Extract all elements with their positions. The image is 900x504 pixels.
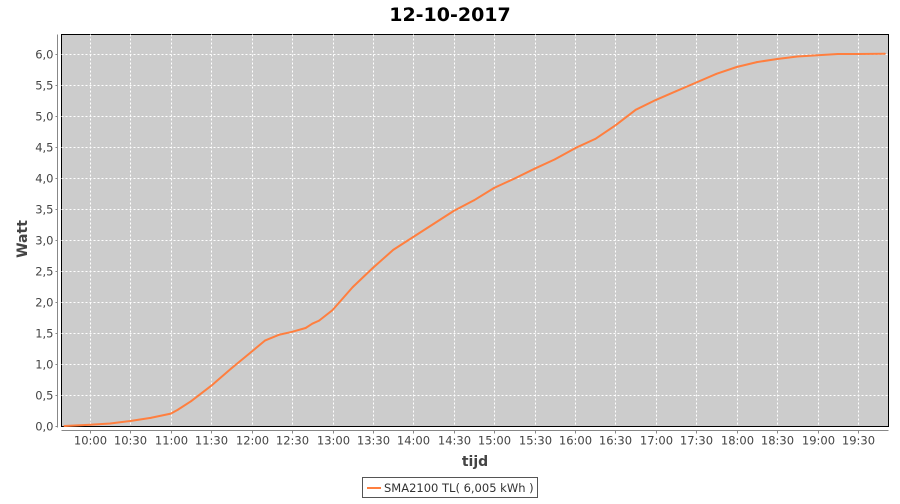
y-axis: 0,0 0,5 1,0 1,5 2,0 2,5 3,0 3,5 4,0 4,5 5,0 5,5 6,0	[35, 34, 58, 434]
data-point	[210, 384, 213, 387]
x-tick-label: 13:00	[317, 434, 350, 448]
data-point	[176, 408, 179, 411]
x-tick-label: 14:00	[397, 434, 430, 448]
legend-label: SMA2100 TL( 6,005 kWh )	[384, 481, 534, 495]
data-point	[432, 222, 435, 225]
x-tick-label: 19:30	[842, 434, 875, 448]
y-tick-label: 2,5	[35, 265, 53, 279]
data-point	[392, 249, 395, 251]
y-tick-label: 3,5	[35, 203, 53, 217]
data-point	[190, 400, 192, 403]
data-point	[250, 350, 253, 353]
data-point	[776, 58, 779, 60]
x-axis: 10:00 10:30 11:00 11:30 12:00 12:30 13:00 13:30…	[61, 430, 889, 448]
data-point	[318, 319, 320, 322]
data-point	[277, 333, 280, 336]
data-point	[756, 61, 758, 63]
y-tick-label: 5,5	[35, 79, 53, 93]
y-tick-label: 3,0	[35, 234, 53, 248]
x-tick-label: 17:30	[680, 434, 713, 448]
data-point	[513, 177, 516, 180]
x-axis-label: tijd	[462, 454, 488, 470]
data-point	[129, 420, 132, 422]
chart-title: 12-10-2017	[389, 4, 511, 26]
y-tick-label: 0,5	[35, 389, 53, 403]
legend: SMA2100 TL( 6,005 kWh )	[362, 477, 538, 498]
x-tick-label: 15:30	[519, 434, 552, 448]
x-tick-label: 18:30	[761, 434, 794, 448]
data-point	[109, 422, 112, 425]
data-point	[311, 322, 314, 325]
grid-lines	[61, 34, 889, 427]
x-tick-label: 13:30	[357, 434, 390, 448]
x-tick-label: 12:00	[236, 434, 269, 448]
x-tick-label: 10:30	[114, 434, 147, 448]
x-tick-label: 10:00	[74, 434, 107, 448]
data-point	[553, 158, 556, 161]
data-point	[493, 187, 496, 189]
data-point	[533, 167, 536, 170]
x-tick-label: 14:30	[438, 434, 471, 448]
data-point	[836, 53, 839, 55]
y-axis-label: Watt	[15, 220, 31, 258]
data-point	[412, 236, 415, 238]
data-point	[304, 327, 307, 329]
data-point	[614, 124, 617, 127]
x-tick-label: 16:30	[599, 434, 632, 448]
y-tick-label: 6,0	[35, 48, 53, 62]
data-point	[574, 147, 576, 150]
data-point	[654, 98, 657, 101]
data-point	[372, 267, 374, 269]
data-point	[169, 412, 172, 415]
x-tick-label: 15:00	[478, 434, 511, 448]
data-point	[675, 90, 678, 93]
data-point	[89, 423, 91, 426]
data-point	[695, 81, 698, 84]
data-point	[351, 286, 354, 289]
data-point	[715, 72, 718, 75]
x-tick-label: 18:00	[721, 434, 754, 448]
data-point	[264, 339, 267, 342]
data-point	[452, 209, 455, 212]
data-point	[816, 54, 819, 57]
x-tick-label: 17:00	[640, 434, 673, 448]
data-point	[473, 199, 475, 202]
data-point	[230, 367, 233, 370]
data-point	[634, 108, 637, 111]
data-point	[63, 425, 66, 427]
legend-box	[362, 477, 538, 498]
data-point	[735, 66, 738, 68]
x-tick-label: 11:00	[155, 434, 188, 448]
plot-area	[61, 34, 889, 427]
y-tick-label: 2,0	[35, 296, 53, 310]
x-tick-label: 19:00	[802, 434, 835, 448]
series-layer	[63, 52, 886, 427]
y-tick-label: 5,0	[35, 110, 53, 124]
data-point	[331, 309, 334, 311]
y-tick-label: 0,0	[35, 420, 53, 434]
data-point	[796, 55, 799, 58]
y-tick-label: 4,5	[35, 141, 53, 155]
x-tick-label: 11:30	[195, 434, 228, 448]
data-point	[594, 138, 597, 140]
y-tick-label: 1,5	[35, 327, 53, 341]
x-tick-label: 16:00	[559, 434, 592, 448]
data-point	[291, 330, 294, 333]
data-point	[884, 52, 886, 55]
y-tick-label: 1,0	[35, 358, 53, 372]
data-point	[149, 417, 152, 419]
data-point	[857, 53, 859, 55]
y-tick-label: 4,0	[35, 172, 53, 186]
x-tick-label: 12:30	[276, 434, 309, 448]
